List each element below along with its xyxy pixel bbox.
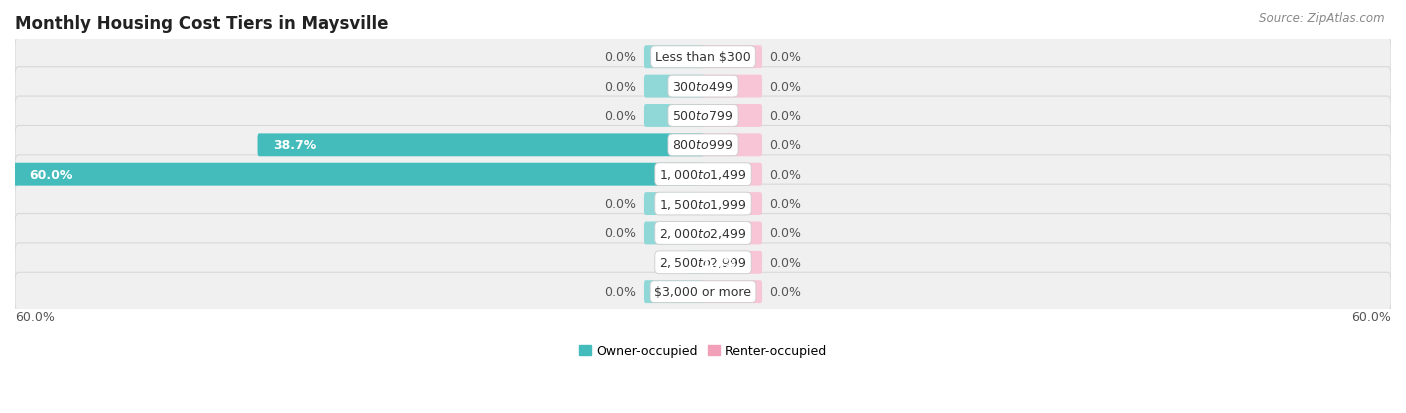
FancyBboxPatch shape [702,164,762,186]
FancyBboxPatch shape [702,280,762,304]
Text: 0.0%: 0.0% [605,110,637,123]
FancyBboxPatch shape [702,251,762,274]
FancyBboxPatch shape [15,97,1391,135]
Text: 0.0%: 0.0% [769,51,801,64]
FancyBboxPatch shape [15,126,1391,165]
FancyBboxPatch shape [702,222,762,245]
FancyBboxPatch shape [702,76,762,98]
FancyBboxPatch shape [644,192,704,216]
FancyBboxPatch shape [644,280,704,304]
Text: 60.0%: 60.0% [1351,310,1391,323]
Text: Less than $300: Less than $300 [655,51,751,64]
Text: 0.0%: 0.0% [605,81,637,93]
FancyBboxPatch shape [15,214,1391,253]
Text: $3,000 or more: $3,000 or more [655,285,751,299]
FancyBboxPatch shape [15,185,1391,223]
FancyBboxPatch shape [644,105,704,128]
Text: $300 to $499: $300 to $499 [672,81,734,93]
Text: 0.0%: 0.0% [769,81,801,93]
FancyBboxPatch shape [15,243,1391,282]
FancyBboxPatch shape [686,251,704,274]
FancyBboxPatch shape [644,76,704,98]
Text: $800 to $999: $800 to $999 [672,139,734,152]
FancyBboxPatch shape [15,38,1391,77]
FancyBboxPatch shape [257,134,704,157]
FancyBboxPatch shape [15,68,1391,106]
Text: 0.0%: 0.0% [769,256,801,269]
Text: Source: ZipAtlas.com: Source: ZipAtlas.com [1260,12,1385,25]
FancyBboxPatch shape [702,105,762,128]
Text: 0.0%: 0.0% [605,51,637,64]
Text: 0.0%: 0.0% [769,168,801,181]
FancyBboxPatch shape [15,273,1391,311]
FancyBboxPatch shape [702,46,762,69]
FancyBboxPatch shape [644,46,704,69]
FancyBboxPatch shape [15,155,1391,194]
Text: 0.0%: 0.0% [769,227,801,240]
Text: $2,000 to $2,499: $2,000 to $2,499 [659,226,747,240]
Text: $1,500 to $1,999: $1,500 to $1,999 [659,197,747,211]
FancyBboxPatch shape [13,164,704,186]
Text: 0.0%: 0.0% [605,227,637,240]
Text: 60.0%: 60.0% [15,310,55,323]
Text: $500 to $799: $500 to $799 [672,110,734,123]
Text: $2,500 to $2,999: $2,500 to $2,999 [659,256,747,270]
Text: 0.0%: 0.0% [769,139,801,152]
Text: 0.0%: 0.0% [769,110,801,123]
FancyBboxPatch shape [702,134,762,157]
Text: 0.0%: 0.0% [769,285,801,299]
FancyBboxPatch shape [644,222,704,245]
Text: Monthly Housing Cost Tiers in Maysville: Monthly Housing Cost Tiers in Maysville [15,15,388,33]
Text: 0.0%: 0.0% [605,197,637,211]
Text: 0.0%: 0.0% [605,285,637,299]
Legend: Owner-occupied, Renter-occupied: Owner-occupied, Renter-occupied [574,339,832,363]
Text: 60.0%: 60.0% [28,168,72,181]
FancyBboxPatch shape [702,192,762,216]
Text: 1.3%: 1.3% [702,256,737,269]
Text: $1,000 to $1,499: $1,000 to $1,499 [659,168,747,182]
Text: 0.0%: 0.0% [769,197,801,211]
Text: 38.7%: 38.7% [273,139,316,152]
